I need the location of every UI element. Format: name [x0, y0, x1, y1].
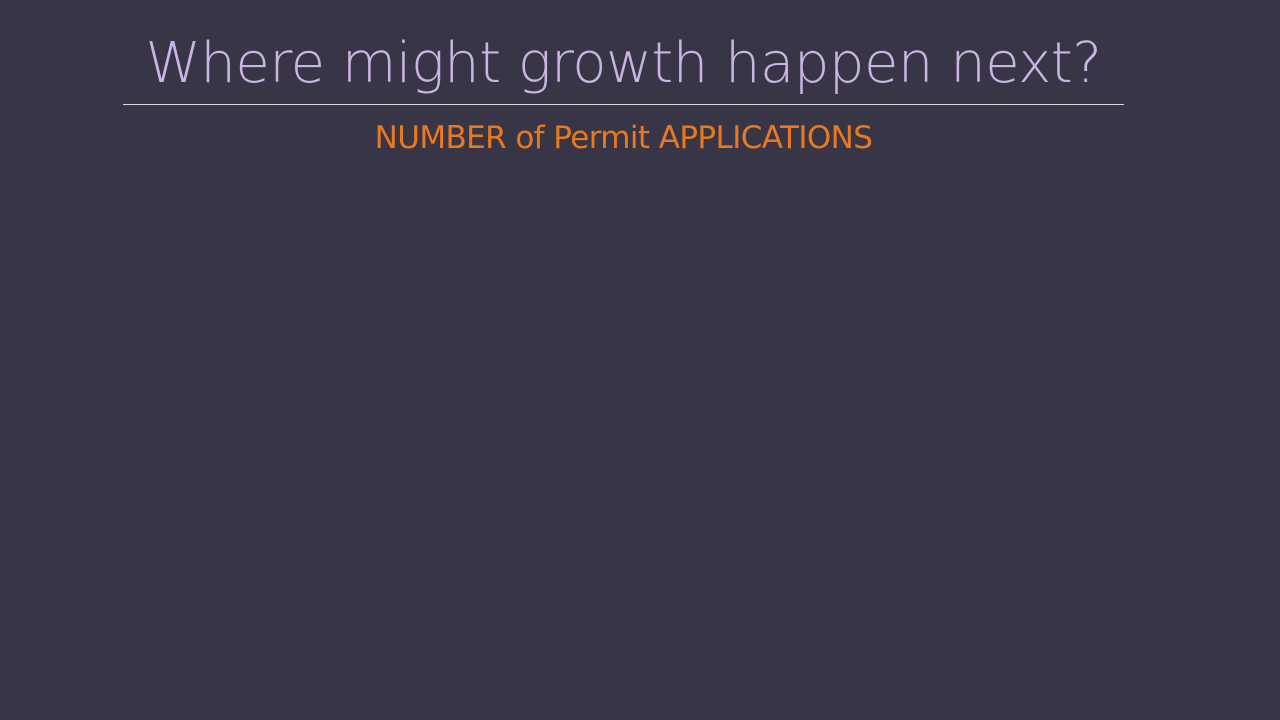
slide-content-area [123, 170, 1124, 690]
title-divider [123, 104, 1124, 105]
slide-title: Where might growth happen next? [145, 31, 1102, 96]
slide-subtitle: NUMBER of Permit APPLICATIONS [374, 120, 873, 156]
